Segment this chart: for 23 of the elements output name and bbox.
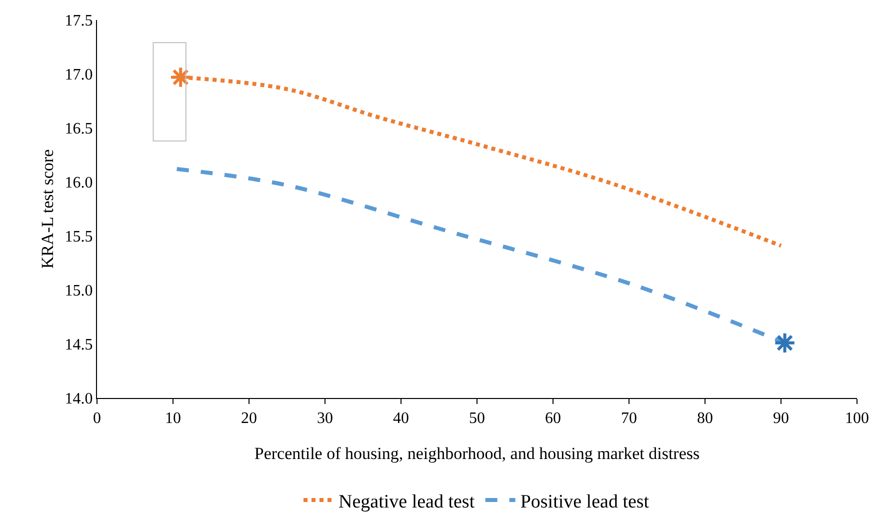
x-axis-title: Percentile of housing, neighborhood, and housing market distress — [254, 444, 700, 463]
y-tick-label: 14.0 — [64, 390, 93, 408]
y-tick-label: 16.0 — [64, 174, 93, 192]
x-tick-label: 0 — [93, 410, 101, 428]
x-tick-label: 10 — [165, 410, 181, 428]
x-tick-label: 20 — [241, 410, 257, 428]
x-tick-label: 50 — [469, 410, 485, 428]
y-tick-label: 17.0 — [64, 66, 93, 84]
x-tick-label: 90 — [773, 410, 789, 428]
x-tick-label: 80 — [697, 410, 713, 428]
x-tick-label: 30 — [317, 410, 333, 428]
y-tick-label: 17.5 — [64, 12, 93, 30]
legend-label: Positive lead test — [520, 491, 650, 512]
y-axis-title: KRA-L test score — [38, 149, 57, 269]
legend-label: Negative lead test — [338, 491, 476, 512]
x-tick-label: 70 — [621, 410, 637, 428]
x-tick-label: 100 — [845, 410, 869, 428]
x-tick-label: 40 — [393, 410, 409, 428]
y-tick-label: 16.5 — [64, 120, 93, 138]
y-tick-label: 15.0 — [64, 282, 93, 300]
y-tick-label: 14.5 — [64, 336, 93, 354]
y-tick-label: 15.5 — [64, 228, 93, 246]
x-tick-label: 60 — [545, 410, 561, 428]
